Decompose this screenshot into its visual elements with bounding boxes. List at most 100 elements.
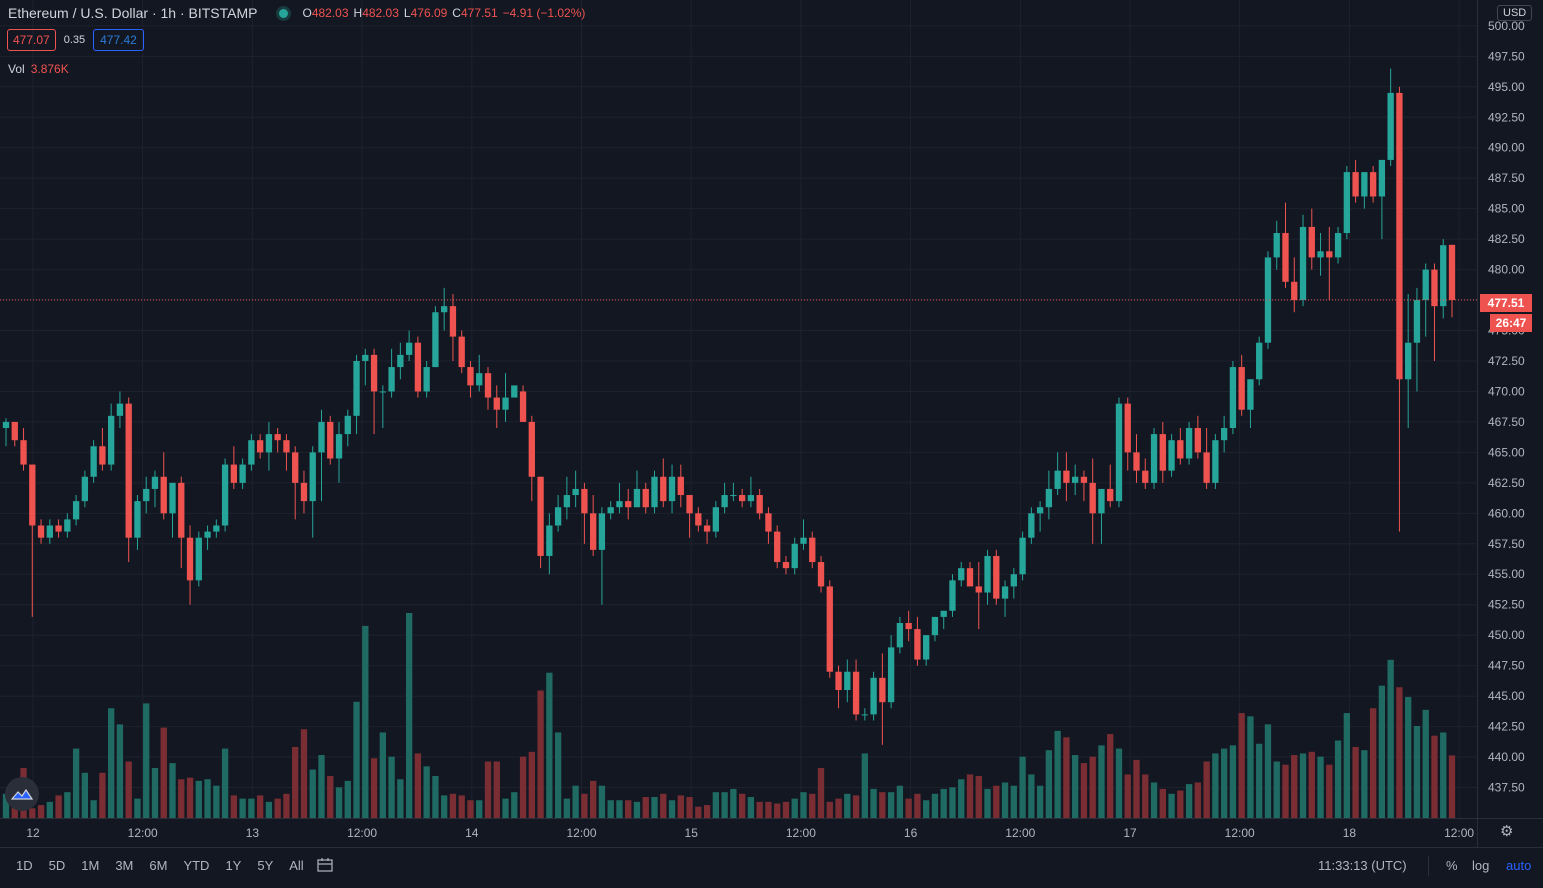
candle (1431, 263, 1438, 361)
candle-body (1212, 440, 1219, 483)
candle-body (546, 525, 553, 556)
candle-body (151, 476, 159, 489)
candle (309, 446, 316, 538)
candle (1133, 434, 1140, 483)
volume-bar (362, 625, 369, 818)
candle-body (1168, 440, 1175, 471)
candle (1256, 336, 1263, 386)
currency-button[interactable]: USD (1497, 5, 1533, 21)
volume-bar (239, 798, 246, 818)
candle (1220, 415, 1228, 453)
volume-bar (1080, 763, 1088, 818)
candle (397, 342, 404, 380)
range-button[interactable]: YTD (183, 858, 210, 873)
candle (695, 507, 702, 532)
range-button[interactable]: 6M (149, 858, 168, 873)
candle-body (1326, 251, 1333, 258)
volume-bar (1440, 732, 1447, 818)
tradingview-logo-icon[interactable] (5, 777, 39, 811)
candle (703, 519, 711, 544)
candle (721, 482, 728, 514)
candle-body (844, 671, 851, 691)
volume-bar (817, 767, 825, 818)
volume-bar (703, 805, 711, 818)
candle (1089, 458, 1096, 544)
percent-scale-button[interactable]: % (1446, 858, 1458, 873)
volume-bar (388, 756, 395, 818)
volume-bar (1194, 782, 1202, 818)
candle-body (870, 677, 877, 715)
candle (72, 495, 80, 526)
volume-bar (616, 800, 623, 818)
candle-body (160, 476, 167, 514)
range-button[interactable]: 1Y (225, 858, 242, 873)
candle (99, 428, 106, 471)
volume-bar (1448, 755, 1456, 818)
candle-body (1028, 513, 1035, 538)
candle-body (712, 507, 720, 532)
volume-bar (1177, 790, 1184, 818)
bottom-toolbar: 1D 5D 1M 3M 6M YTD 1Y 5Y All 11:33:13 (U… (0, 847, 1543, 886)
candle-body (642, 488, 649, 508)
volume-bar (1150, 782, 1158, 818)
candle-body (879, 677, 886, 703)
candle (923, 635, 930, 666)
candle-body (116, 403, 124, 416)
candle (108, 403, 115, 471)
volume-bar (134, 798, 141, 818)
candle (554, 495, 562, 532)
range-button[interactable]: 3M (115, 858, 134, 873)
go-to-date-icon[interactable] (316, 856, 334, 877)
utc-clock[interactable]: 11:33:13 (UTC) (1318, 858, 1407, 873)
candle (458, 330, 465, 374)
volume-bar (72, 748, 80, 818)
candle-body (1256, 342, 1263, 380)
candle (993, 549, 1000, 605)
candle-body (327, 421, 334, 459)
candle (1299, 214, 1307, 307)
volume-bar (423, 766, 430, 818)
candle-body (616, 501, 623, 508)
candle-body (432, 312, 439, 368)
volume-bar (1220, 748, 1228, 818)
ask-price-button[interactable]: 477.42 (93, 29, 144, 51)
volume-bar (1431, 735, 1438, 818)
candle-body (449, 306, 457, 337)
range-button[interactable]: 5D (48, 858, 66, 873)
range-button[interactable]: 1D (16, 858, 33, 873)
price-tick-label: 485.00 (1488, 202, 1525, 216)
volume-bar (1063, 737, 1070, 818)
log-scale-button[interactable]: log (1472, 858, 1490, 873)
candle (213, 519, 220, 538)
auto-scale-button[interactable]: auto (1506, 858, 1532, 873)
volume-bar (1028, 774, 1035, 818)
symbol-title[interactable]: Ethereum / U.S. Dollar · 1h · BITSTAMP (8, 5, 258, 21)
settings-gear-icon[interactable]: ⚙ (1500, 823, 1514, 840)
candle-body (826, 586, 833, 672)
candle-body (204, 531, 211, 538)
volume-legend[interactable]: Vol 3.876K (8, 62, 69, 76)
price-chart[interactable]: 437.50 440.00 442.50 445.00 447.50 450.00 452.… (0, 0, 1543, 847)
volume-bar (1089, 756, 1096, 818)
candle-body (1107, 488, 1114, 502)
candle (432, 306, 439, 368)
range-button[interactable]: All (289, 858, 304, 873)
volume-bar (1405, 696, 1412, 818)
candle (125, 397, 132, 563)
candle-body (1220, 428, 1228, 441)
candle-body (572, 488, 579, 496)
candle-body (966, 568, 974, 587)
candle-body (1396, 92, 1403, 380)
volume-bar (660, 793, 667, 818)
candle-body (1159, 434, 1166, 471)
candle-body (108, 415, 115, 465)
candle (686, 495, 693, 538)
candle (134, 495, 141, 550)
bid-price-button[interactable]: 477.07 (7, 29, 56, 51)
range-button[interactable]: 1M (81, 858, 100, 873)
range-button[interactable]: 5Y (257, 858, 274, 873)
candle-body (1273, 233, 1280, 258)
candle-body (1045, 488, 1053, 508)
candle (405, 330, 413, 361)
candle (1045, 470, 1053, 520)
